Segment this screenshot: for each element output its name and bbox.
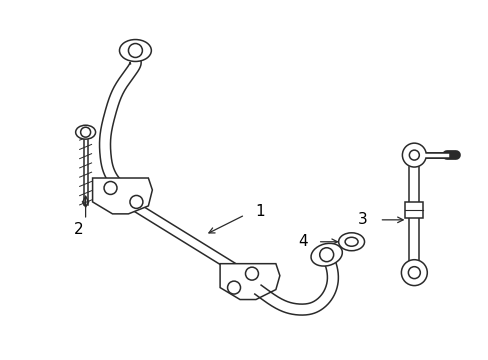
Ellipse shape [119,40,151,62]
Ellipse shape [310,243,342,266]
Circle shape [227,281,240,294]
Circle shape [407,267,420,279]
Text: 2: 2 [74,222,83,237]
Circle shape [128,44,142,58]
Text: 4: 4 [298,234,307,249]
Circle shape [130,195,142,208]
Circle shape [402,143,426,167]
Circle shape [401,260,427,285]
Ellipse shape [76,125,95,139]
Bar [405,202,423,218]
Circle shape [319,248,333,262]
Circle shape [104,181,117,194]
Circle shape [81,127,90,137]
Text: 1: 1 [254,204,264,219]
Polygon shape [92,178,152,214]
Circle shape [408,150,419,160]
Polygon shape [220,264,279,300]
Text: 3: 3 [357,212,367,228]
Ellipse shape [345,237,357,246]
Ellipse shape [338,233,364,251]
Circle shape [245,267,258,280]
